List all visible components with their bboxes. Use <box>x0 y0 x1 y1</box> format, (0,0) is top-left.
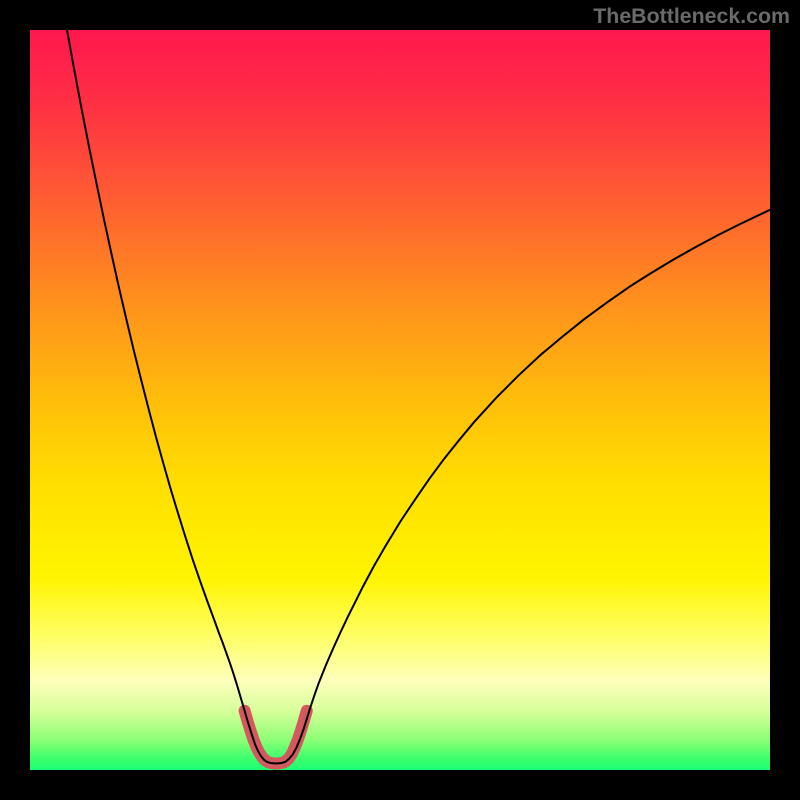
chart-plot <box>30 30 770 770</box>
gradient-background <box>30 30 770 770</box>
